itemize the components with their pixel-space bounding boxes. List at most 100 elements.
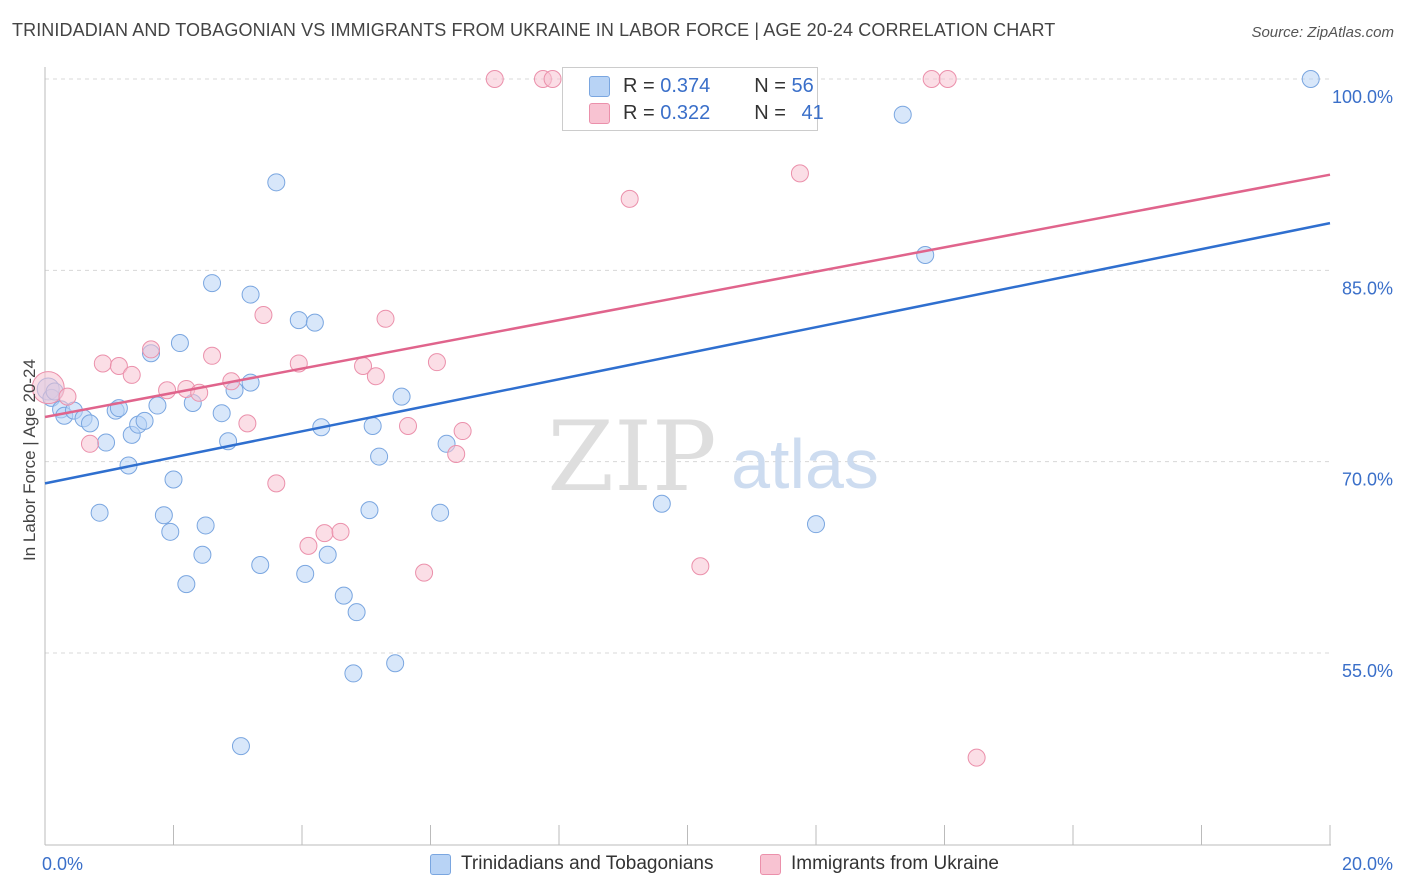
data-point: [267, 173, 286, 192]
legend-r-label: R =: [623, 74, 661, 97]
bottom-legend-series2: Immigrants from Ukraine: [760, 853, 999, 875]
data-point: [289, 311, 308, 330]
legend-n-label: N =: [754, 74, 792, 97]
bottom-legend-series1: Trinidadians and Tobagonians: [430, 853, 713, 875]
data-point: [80, 414, 99, 433]
data-point: [267, 474, 286, 493]
data-point: [305, 313, 324, 332]
data-point: [251, 555, 270, 574]
data-point: [360, 501, 379, 520]
legend-r-value-1: 0.374: [660, 74, 711, 97]
data-point: [31, 371, 65, 405]
legend-n-label: N =: [754, 101, 792, 124]
legend-n-value-2: 41: [801, 101, 824, 124]
bottom-legend-swatch-pink: [760, 853, 781, 875]
data-point: [241, 285, 260, 304]
correlation-legend: R = 0.374 N = 56 R = 0.322 N = 41: [562, 67, 824, 131]
data-point: [299, 536, 318, 555]
series-ukraine-points: [31, 70, 986, 767]
trend-line: [44, 221, 1331, 485]
bottom-legend-label-1: Trinidadians and Tobagonians: [461, 853, 714, 874]
data-point: [620, 189, 639, 208]
y-tick-label: 55.0%: [1342, 661, 1393, 681]
data-point: [922, 70, 941, 88]
bottom-legend-label-2: Immigrants from Ukraine: [791, 853, 999, 874]
data-point: [344, 664, 363, 683]
x-tick-labels: 0.0% 20.0%: [42, 854, 1393, 874]
legend-row-series2: R = 0.322 N = 41: [563, 100, 824, 126]
data-point: [203, 274, 222, 293]
axes: [44, 67, 1331, 846]
data-point: [161, 522, 180, 541]
data-point: [135, 411, 154, 430]
x-tick-label: 0.0%: [42, 854, 83, 874]
data-point: [543, 70, 562, 88]
y-tick-labels: 55.0% 70.0% 85.0% 100.0%: [1332, 87, 1393, 681]
data-point: [370, 447, 389, 466]
data-point: [399, 416, 418, 435]
data-point: [231, 737, 250, 756]
data-point: [893, 105, 912, 124]
y-tick-label: 70.0%: [1342, 470, 1393, 490]
legend-n-value-1: 56: [791, 74, 814, 97]
legend-r-value-2: 0.322: [660, 101, 711, 124]
data-point: [453, 422, 472, 441]
trend-lines: [44, 173, 1331, 485]
data-point: [142, 340, 161, 359]
data-point: [122, 365, 141, 384]
bottom-legend-swatch-blue: [430, 853, 451, 875]
data-point: [427, 353, 446, 372]
chart-source: Source: ZipAtlas.com: [1251, 24, 1394, 41]
legend-r-label: R =: [623, 101, 661, 124]
data-point: [177, 575, 196, 594]
data-point: [212, 404, 231, 423]
y-axis-label: In Labor Force | Age 20-24: [20, 359, 39, 561]
data-point: [366, 367, 385, 386]
data-point: [90, 503, 109, 522]
data-point: [97, 433, 116, 452]
legend-row-series1: R = 0.374 N = 56: [563, 73, 814, 99]
data-point: [431, 503, 450, 522]
data-point: [691, 557, 710, 576]
chart-title: TRINIDADIAN AND TOBAGONIAN VS IMMIGRANTS…: [12, 20, 1056, 40]
data-point: [938, 70, 957, 88]
y-tick-label: 100.0%: [1332, 87, 1393, 107]
data-point: [376, 309, 395, 328]
watermark: ZIP atlas: [547, 401, 879, 513]
data-point: [347, 603, 366, 622]
legend-swatch-blue: [589, 75, 610, 97]
data-point: [148, 396, 167, 415]
data-point: [296, 564, 315, 583]
data-point: [447, 445, 466, 464]
y-tick-label: 85.0%: [1342, 278, 1393, 298]
trend-line: [44, 173, 1331, 419]
watermark-zip: ZIP: [547, 401, 716, 513]
data-point: [193, 545, 212, 564]
data-point: [109, 357, 128, 375]
data-point: [58, 387, 77, 406]
data-point: [331, 522, 350, 541]
data-point: [652, 494, 671, 513]
data-point: [203, 346, 222, 365]
data-point: [334, 586, 353, 605]
data-point: [415, 563, 434, 582]
data-point: [254, 305, 273, 324]
data-point: [80, 434, 99, 453]
data-point: [196, 516, 215, 535]
data-point: [807, 515, 825, 534]
data-point: [170, 334, 189, 353]
legend-swatch-pink: [589, 102, 610, 124]
data-point: [238, 414, 257, 433]
data-point: [363, 416, 382, 435]
data-point: [164, 470, 183, 489]
data-point: [967, 748, 986, 767]
watermark-atlas: atlas: [731, 425, 879, 503]
data-point: [315, 524, 334, 543]
data-point: [392, 387, 411, 406]
grid-lines: [45, 78, 1330, 654]
data-point: [318, 545, 337, 564]
data-point: [485, 70, 504, 88]
data-point: [386, 654, 405, 673]
data-point: [93, 354, 112, 373]
